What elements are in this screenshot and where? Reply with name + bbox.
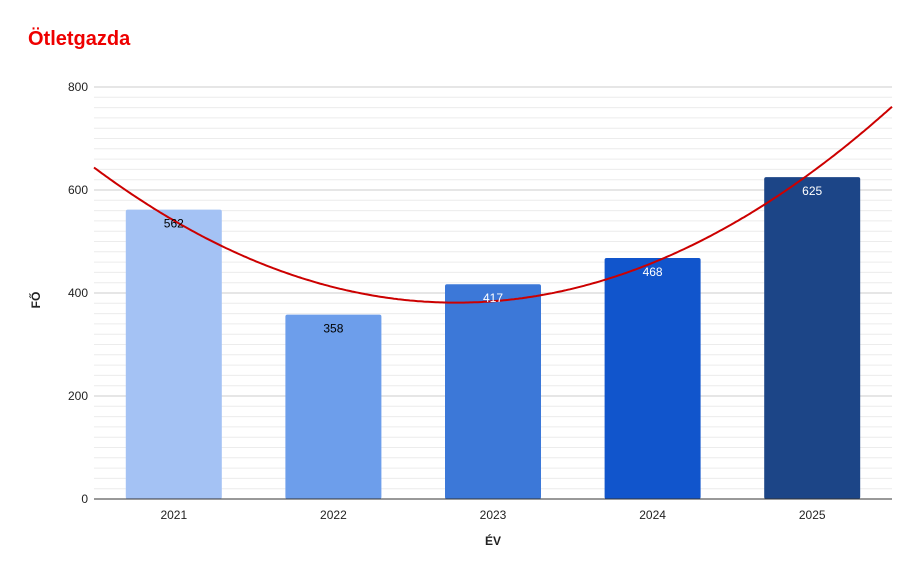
- data-labels: 562 358 417 468 625: [164, 184, 823, 336]
- trendline: [93, 105, 893, 304]
- data-label-2022: 358: [323, 322, 343, 336]
- y-axis-label: FŐ: [28, 292, 43, 309]
- bar-2022: [285, 314, 382, 499]
- bar-2021: [125, 209, 222, 499]
- y-axis-ticks: 0 200 400 600 800: [68, 80, 88, 506]
- data-label-2023: 417: [483, 291, 503, 305]
- x-axis-label: ÉV: [485, 533, 501, 548]
- y-tick-label: 0: [81, 492, 88, 506]
- data-label-2021: 562: [164, 217, 184, 231]
- data-label-2024: 468: [643, 265, 663, 279]
- x-tick-label: 2021: [160, 508, 187, 522]
- data-label-2025: 625: [802, 184, 822, 198]
- chart-title: Ötletgazda: [28, 28, 131, 50]
- x-tick-label: 2024: [639, 508, 666, 522]
- x-axis-ticks: 2021 2022 2023 2024 2025: [160, 508, 825, 522]
- bar-2024: [604, 257, 701, 499]
- bar-2025: [764, 177, 861, 499]
- x-tick-label: 2023: [480, 508, 507, 522]
- y-tick-label: 600: [68, 183, 88, 197]
- y-tick-label: 400: [68, 286, 88, 300]
- trendline-layer: [93, 105, 893, 304]
- bar-2023: [445, 284, 541, 499]
- y-tick-label: 800: [68, 80, 88, 94]
- x-tick-label: 2025: [799, 508, 826, 522]
- x-tick-label: 2022: [320, 508, 347, 522]
- y-tick-label: 200: [68, 389, 88, 403]
- bars: [125, 177, 861, 499]
